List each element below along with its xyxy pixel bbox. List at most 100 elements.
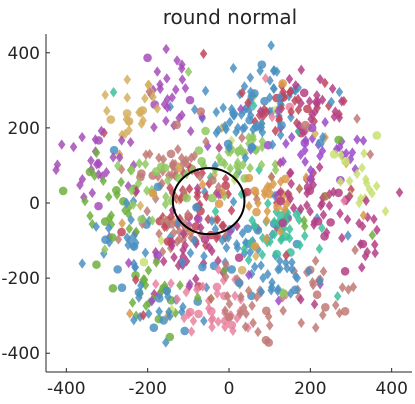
scatter-point-diamond <box>306 173 314 185</box>
scatter-point-diamond <box>333 290 342 302</box>
scatter-point-circle <box>320 232 329 241</box>
scatter-point-diamond <box>322 227 331 238</box>
scatter-point-diamond <box>318 145 327 157</box>
scatter-point-diamond <box>199 48 208 59</box>
scatter-point-diamond <box>139 310 148 321</box>
scatter-point-diamond <box>164 291 172 303</box>
scatter-point-circle <box>167 219 176 229</box>
scatter-point-diamond <box>137 280 145 291</box>
scatter-point-diamond <box>362 195 370 206</box>
scatter-point-diamond <box>52 164 60 176</box>
scatter-point-diamond <box>229 325 237 336</box>
overlay-circle <box>171 167 246 236</box>
scatter-point-diamond <box>57 139 66 150</box>
scatter-point-diamond <box>221 173 230 185</box>
scatter-point-diamond <box>141 247 150 258</box>
scatter-point-diamond <box>219 275 228 286</box>
scatter-point-diamond <box>309 179 318 191</box>
scatter-point-diamond <box>127 185 136 196</box>
scatter-point-diamond <box>283 262 291 274</box>
scatter-point-diamond <box>174 144 182 155</box>
scatter-point-diamond <box>178 74 187 85</box>
scatter-point-diamond <box>123 92 131 103</box>
scatter-point-diamond <box>144 79 152 91</box>
scatter-point-diamond <box>259 272 267 284</box>
scatter-point-circle <box>139 257 149 267</box>
scatter-point-diamond <box>221 321 229 333</box>
scatter-point-circle <box>196 107 206 116</box>
scatter-point-diamond <box>269 178 278 190</box>
scatter-point-diamond <box>202 136 210 147</box>
scatter-point-diamond <box>174 260 183 271</box>
y-tick-label: -400 <box>1 344 40 364</box>
scatter-point-diamond <box>163 94 172 105</box>
scatter-point-diamond <box>208 245 216 257</box>
scatter-point-diamond <box>143 185 151 196</box>
scatter-point-diamond <box>316 275 324 287</box>
scatter-point-diamond <box>109 87 118 98</box>
scatter-point-diamond <box>366 149 375 160</box>
scatter-point-diamond <box>347 184 355 195</box>
scatter-point-diamond <box>122 197 131 209</box>
scatter-point-circle <box>197 156 206 166</box>
scatter-point-diamond <box>78 258 86 269</box>
scatter-point-diamond <box>249 124 257 135</box>
scatter-point-diamond <box>337 96 346 107</box>
scatter-point-diamond <box>174 217 182 228</box>
scatter-point-circle <box>234 253 244 262</box>
scatter-point-circle <box>166 149 176 159</box>
scatter-point-diamond <box>186 247 195 259</box>
scatter-point-diamond <box>279 156 287 167</box>
scatter-point-diamond <box>180 312 188 324</box>
scatter-point-diamond <box>285 224 294 235</box>
scatter-point-circle <box>276 196 286 206</box>
scatter-point-diamond <box>237 103 245 115</box>
scatter-point-diamond <box>196 222 205 233</box>
scatter-point-diamond <box>256 106 265 117</box>
scatter-point-diamond <box>227 135 236 146</box>
scatter-point-circle <box>227 265 236 274</box>
scatter-point-circle <box>341 157 350 166</box>
scatter-point-diamond <box>319 309 327 321</box>
scatter-point-diamond <box>148 295 156 307</box>
scatter-point-diamond <box>371 239 379 250</box>
scatter-point-diamond <box>303 187 311 199</box>
scatter-point-circle <box>358 239 368 249</box>
scatter-point-diamond <box>232 238 241 250</box>
scatter-point-diamond <box>102 167 111 178</box>
scatter-point-diamond <box>277 234 285 246</box>
scatter-point-circle <box>165 332 175 342</box>
scatter-point-circle <box>193 214 203 224</box>
scatter-point-diamond <box>136 311 144 323</box>
scatter-point-diamond <box>265 182 274 193</box>
scatter-point-diamond <box>88 187 97 199</box>
scatter-point-diamond <box>321 77 329 89</box>
scatter-point-diamond <box>135 107 143 118</box>
scatter-point-diamond <box>241 152 250 164</box>
scatter-point-diamond <box>252 250 260 262</box>
scatter-point-circle <box>182 193 192 203</box>
scatter-point-diamond <box>277 103 286 114</box>
scatter-point-diamond <box>268 139 277 150</box>
scatter-point-diamond <box>219 102 227 113</box>
scatter-point-diamond <box>202 191 211 202</box>
scatter-point-diamond <box>275 255 284 267</box>
scatter-point-diamond <box>214 264 223 275</box>
scatter-point-diamond <box>143 206 151 217</box>
scatter-point-diamond <box>226 226 235 237</box>
scatter-point-diamond <box>248 300 256 311</box>
scatter-point-diamond <box>368 188 376 199</box>
scatter-point-diamond <box>201 85 210 97</box>
scatter-point-diamond <box>170 252 178 263</box>
scatter-point-circle <box>278 79 287 88</box>
scatter-point-diamond <box>238 228 247 239</box>
scatter-point-diamond <box>172 164 181 176</box>
scatter-point-circle <box>214 199 224 208</box>
scatter-point-diamond <box>360 148 368 159</box>
scatter-point-diamond <box>381 206 390 217</box>
scatter-point-diamond <box>248 90 257 102</box>
scatter-point-diamond <box>297 64 306 76</box>
scatter-point-diamond <box>242 308 250 319</box>
scatter-point-diamond <box>215 142 223 153</box>
scatter-point-diamond <box>69 141 78 153</box>
